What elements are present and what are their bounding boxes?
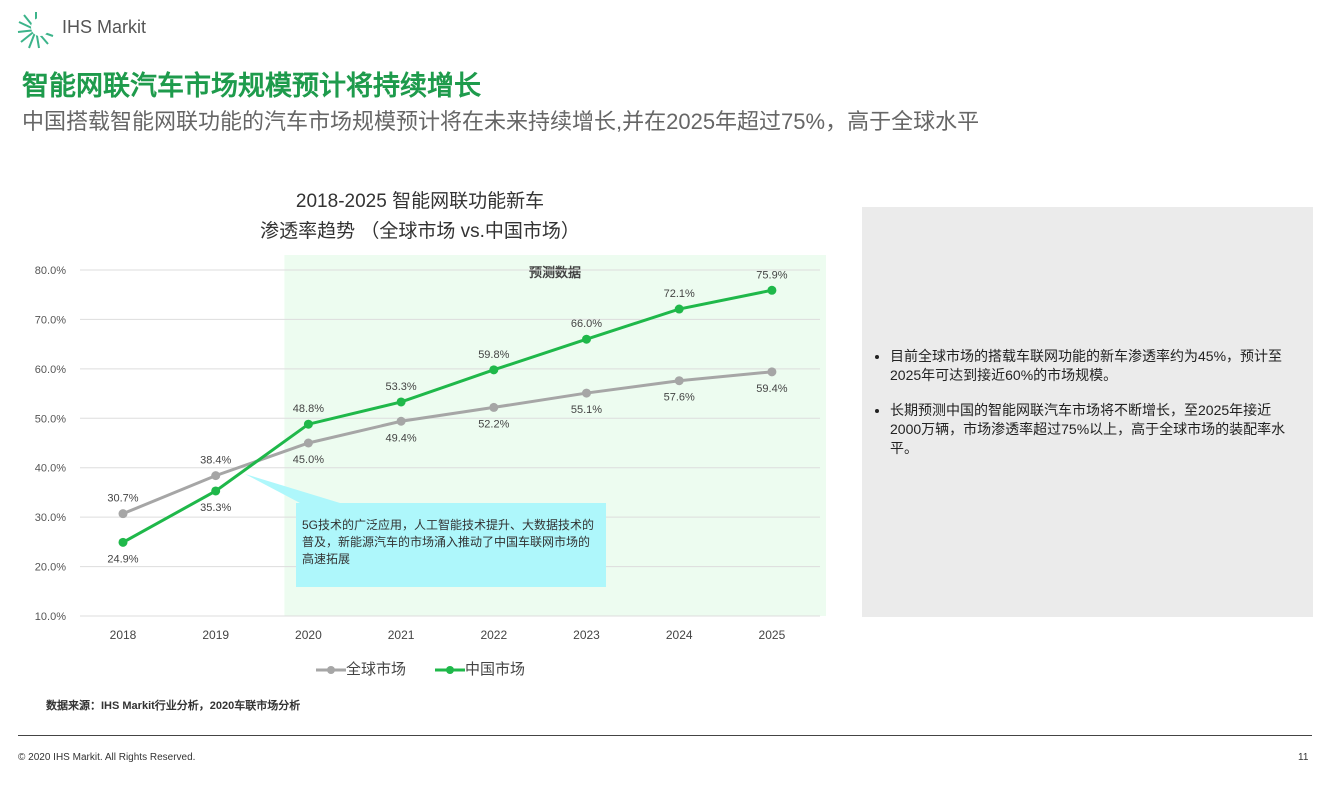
insight-bullet: 目前全球市场的搭载车联网功能的新车渗透率约为45%，预计至2025年可达到接近6… [890, 347, 1300, 385]
data-label: 72.1% [664, 288, 695, 300]
data-label: 59.8% [478, 349, 509, 361]
data-point [767, 367, 777, 377]
y-tick-label: 70.0% [35, 314, 66, 326]
forecast-label: 预测数据 [529, 265, 581, 280]
insight-bullet: 长期预测中国的智能网联汽车市场将不断增长，至2025年接近2000万辆，市场渗透… [890, 401, 1300, 458]
data-label: 24.9% [107, 553, 138, 565]
legend-china-label: 中国市场 [465, 661, 526, 678]
x-tick-label: 2025 [759, 628, 786, 642]
data-label: 35.3% [200, 502, 231, 514]
y-tick-label: 20.0% [35, 562, 66, 574]
data-point [674, 376, 684, 386]
data-label: 38.4% [200, 455, 231, 467]
data-label: 30.7% [107, 493, 138, 505]
data-point [767, 285, 777, 295]
data-label: 53.3% [385, 381, 416, 393]
legend-global-marker [316, 666, 346, 675]
data-point [396, 397, 406, 407]
x-tick-label: 2023 [573, 628, 600, 642]
y-tick-label: 50.0% [35, 413, 66, 425]
data-point [303, 438, 313, 448]
data-label: 45.0% [293, 454, 324, 466]
legend-global: 全球市场 [316, 658, 406, 679]
y-tick-label: 30.0% [35, 512, 66, 524]
data-point [211, 471, 221, 481]
data-point [396, 416, 406, 426]
data-point [582, 334, 591, 344]
data-label: 57.6% [664, 392, 695, 404]
data-point [118, 509, 128, 519]
y-tick-label: 40.0% [35, 463, 66, 475]
data-point [211, 486, 221, 496]
x-tick-label: 2018 [110, 628, 137, 642]
data-point [489, 402, 499, 412]
series-line-china [122, 288, 773, 544]
data-point [118, 537, 128, 547]
legend-global-label: 全球市场 [346, 661, 407, 678]
chart-title-line1: 2018-2025 智能网联功能新车 [295, 191, 545, 212]
legend-china: 中国市场 [435, 658, 525, 679]
page-number: 11 [1298, 752, 1309, 763]
line-chart: 预测数据 10.0% 20.0% 30.0% 40.0% 50.0% 60.0% 70.0% 8… [35, 255, 826, 642]
data-label: 55.1% [571, 404, 602, 416]
copyright: © 2020 IHS Markit. All Rights Reserved. [18, 752, 196, 763]
data-point [674, 304, 684, 314]
x-tick-label: 2019 [202, 628, 229, 642]
data-label: 52.2% [478, 418, 509, 430]
callout-pointer [245, 474, 340, 503]
data-point [582, 388, 591, 398]
page-subtitle: 中国搭载智能网联功能的汽车市场规模预计将在未来持续增长,并在2025年超过75%… [22, 109, 980, 134]
chart-title-line2: 渗透率趋势 （全球市场 vs.中国市场） [260, 221, 580, 242]
logo-text: IHS Markit [62, 17, 147, 37]
data-point [489, 365, 499, 375]
y-tick-label: 80.0% [35, 265, 66, 277]
ihs-markit-logo [17, 12, 54, 49]
data-label: 48.8% [293, 403, 324, 415]
x-tick-label: 2022 [480, 628, 507, 642]
y-tick-label: 10.0% [35, 611, 66, 623]
x-tick-label: 2020 [295, 628, 322, 642]
x-tick-label: 2024 [666, 628, 693, 642]
series-line-global [122, 370, 773, 516]
footer-divider [18, 735, 1312, 736]
data-label: 75.9% [756, 269, 787, 281]
page-title: 智能网联汽车市场规模预计将持续增长 [22, 71, 481, 101]
data-label: 66.0% [571, 318, 602, 330]
insight-panel: 目前全球市场的搭载车联网功能的新车渗透率约为45%，预计至2025年可达到接近6… [862, 207, 1313, 617]
x-tick-label: 2021 [388, 628, 415, 642]
legend-china-marker [435, 666, 465, 675]
y-tick-label: 60.0% [35, 364, 66, 376]
data-label: 49.4% [385, 432, 416, 444]
data-label: 59.4% [756, 383, 787, 395]
data-point [303, 419, 313, 429]
data-source: 数据来源：IHS Markit行业分析，2020车联市场分析 [46, 700, 301, 712]
chart-annotation: 5G技术的广泛应用，人工智能技术提升、大数据技术的普及，新能源汽车的市场涌入推动… [296, 503, 606, 587]
